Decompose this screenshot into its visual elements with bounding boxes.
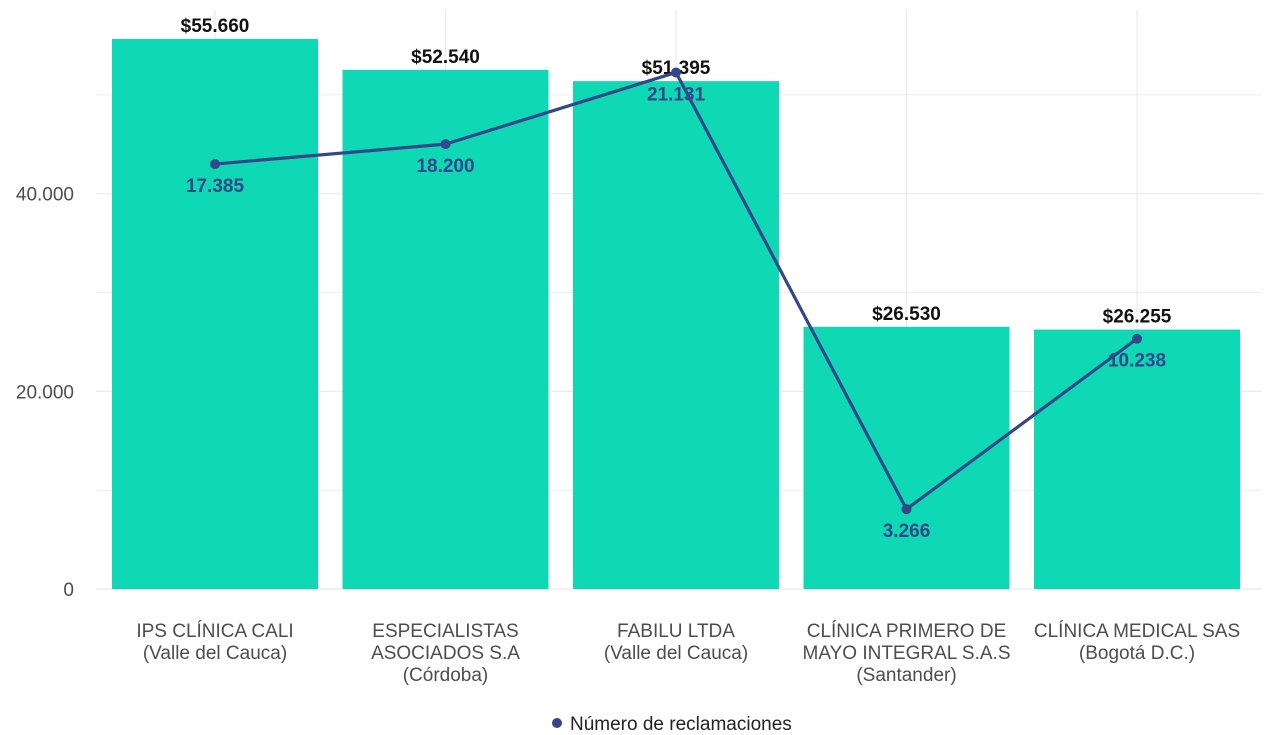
line-point bbox=[671, 67, 681, 78]
line-value-label: 18.200 bbox=[416, 156, 474, 177]
line-value-label: 17.385 bbox=[186, 176, 245, 197]
x-axis-labels: IPS CLÍNICA CALI (Valle del Cauca)ESPECIA… bbox=[136, 621, 1240, 686]
bar bbox=[342, 69, 549, 590]
bar bbox=[112, 39, 318, 589]
x-axis-label-line: (Valle del Cauca) bbox=[143, 643, 287, 664]
line-point bbox=[440, 139, 451, 150]
line-value-label: 10.238 bbox=[1108, 351, 1166, 372]
x-axis-label-line: CLÍNICA MEDICAL SAS bbox=[1034, 621, 1240, 642]
line-point bbox=[1132, 333, 1142, 344]
line-point bbox=[210, 159, 220, 170]
x-axis-label: IPS CLÍNICA CALI (Valle del Cauca) bbox=[136, 621, 293, 664]
x-axis-label-line: ASOCIADOS S.A bbox=[371, 643, 520, 664]
bar-value-label: $26.255 bbox=[1103, 307, 1172, 328]
x-axis-label-line: (Bogotá D.C.) bbox=[1079, 643, 1195, 664]
bar-value-label: $26.530 bbox=[872, 304, 941, 325]
line-value-label: 21.131 bbox=[647, 84, 706, 105]
x-axis-label: FABILU LTDA (Valle del Cauca) bbox=[604, 621, 748, 664]
bar-value-labels: $55.660$52.540$51.395$26.530$26.255 bbox=[181, 16, 1172, 328]
x-axis-label: CLÍNICA MEDICAL SAS (Bogotá D.C.) bbox=[1034, 621, 1240, 664]
line-value-label: 3.266 bbox=[883, 521, 931, 542]
line-series bbox=[210, 67, 1142, 515]
bar bbox=[803, 326, 1010, 589]
bar-value-label: $55.660 bbox=[181, 16, 250, 37]
legend-marker bbox=[552, 718, 562, 728]
legend-label: Número de reclamaciones bbox=[570, 714, 792, 735]
x-axis-label-line: (Valle del Cauca) bbox=[604, 643, 748, 664]
y-tick-label: 20.000 bbox=[16, 382, 74, 403]
x-axis-label-line: CLÍNICA PRIMERO DE bbox=[807, 621, 1007, 642]
y-axis-ticks: 0 20.000 40.000 bbox=[16, 185, 74, 601]
y-tick-label: 40.000 bbox=[16, 185, 74, 206]
bars bbox=[112, 39, 1240, 590]
bar bbox=[1034, 329, 1240, 589]
x-axis-label-line: MAYO INTEGRAL S.A.S bbox=[803, 643, 1011, 664]
line-value-labels: 17.385 18.200 21.131 3.266 10.238 bbox=[186, 84, 1166, 542]
y-tick-label: 0 bbox=[63, 580, 74, 601]
line-point bbox=[901, 504, 912, 515]
legend: Número de reclamaciones bbox=[552, 714, 792, 735]
x-axis-label-line: IPS CLÍNICA CALI bbox=[136, 621, 293, 642]
x-axis-label: CLÍNICA PRIMERO DE MAYO INTEGRAL S.A.S (Sa… bbox=[803, 621, 1011, 686]
bar bbox=[573, 81, 779, 589]
x-axis-label-line: ESPECIALISTAS bbox=[372, 621, 518, 642]
bar-value-label: $52.540 bbox=[411, 47, 480, 68]
x-axis-label-line: (Córdoba) bbox=[403, 665, 489, 686]
x-axis-label: ESPECIALISTAS ASOCIADOS S.A (Córdoba) bbox=[371, 621, 520, 686]
x-axis-label-line: (Santander) bbox=[856, 665, 956, 686]
x-axis-label-line: FABILU LTDA bbox=[617, 621, 735, 642]
